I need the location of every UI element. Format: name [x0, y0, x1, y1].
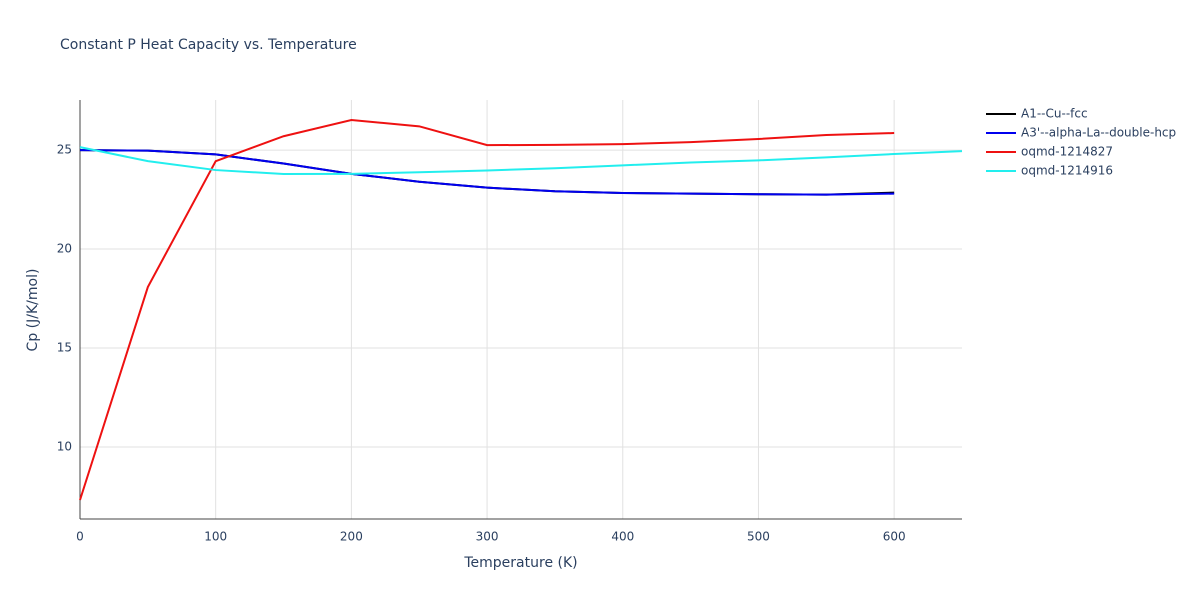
- series-line: [79, 146, 963, 176]
- y-axis-title: Cp (J/K/mol): [25, 269, 41, 352]
- legend-label[interactable]: A1--Cu--fcc: [1021, 107, 1088, 121]
- y-tick-label: 15: [57, 340, 72, 354]
- x-tick-label: 600: [883, 530, 906, 544]
- legend-label[interactable]: oqmd-1214916: [1021, 164, 1113, 178]
- series-line: [79, 149, 895, 196]
- x-tick-label: 400: [611, 530, 634, 544]
- series-line: [79, 118, 895, 501]
- x-tick-label: 0: [76, 530, 84, 544]
- x-tick-label: 500: [747, 530, 770, 544]
- y-tick-label: 20: [57, 242, 72, 256]
- chart-title: Constant P Heat Capacity vs. Temperature: [60, 37, 357, 53]
- legend-label[interactable]: A3'--alpha-La--double-hcp: [1021, 126, 1176, 140]
- x-tick-label: 200: [340, 530, 363, 544]
- x-axis-title: Temperature (K): [463, 555, 577, 571]
- y-tick-label: 25: [57, 143, 72, 157]
- x-tick-label: 300: [476, 530, 499, 544]
- y-tick-label: 10: [57, 439, 72, 453]
- x-tick-label: 100: [204, 530, 227, 544]
- legend-label[interactable]: oqmd-1214827: [1021, 145, 1113, 159]
